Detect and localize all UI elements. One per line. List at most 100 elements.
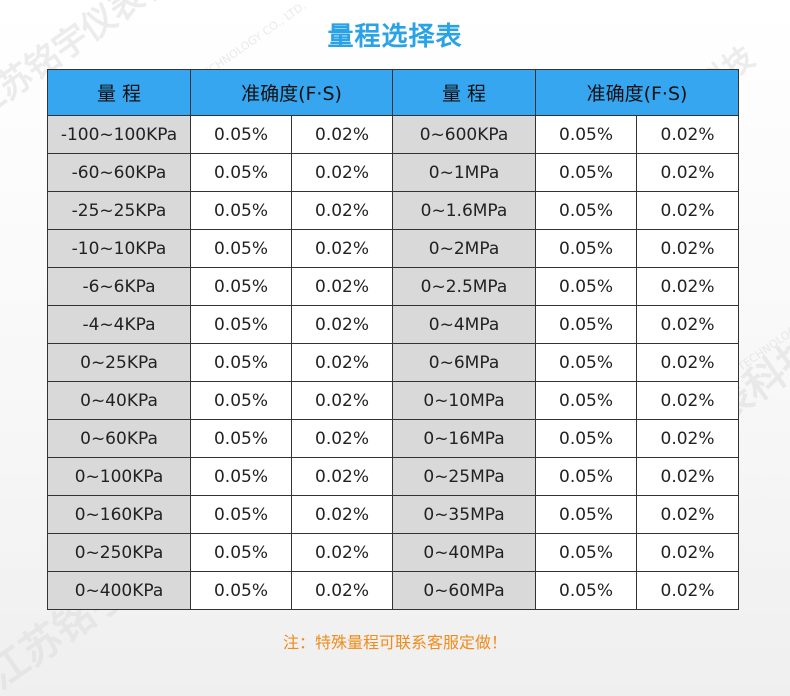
right-accuracy-cell: 0.05%	[535, 571, 638, 610]
left-accuracy-cell: 0.02%	[290, 267, 394, 306]
left-accuracy-cell: 0.05%	[190, 229, 292, 268]
right-range-cell: 0~60MPa	[392, 571, 537, 610]
left-accuracy-cell: 0.02%	[290, 495, 394, 534]
table-row: -10~10KPa 0.05% 0.02% 0~2MPa 0.05% 0.02%	[47, 229, 740, 268]
right-accuracy-cell: 0.02%	[636, 115, 740, 154]
right-accuracy-cell: 0.05%	[535, 343, 638, 382]
header-range-left: 量 程	[47, 69, 191, 116]
left-accuracy-cell: 0.02%	[290, 419, 394, 458]
right-accuracy-cell: 0.02%	[636, 343, 740, 382]
left-range-cell: -25~25KPa	[47, 191, 191, 230]
table-row: 0~250KPa 0.05% 0.02% 0~40MPa 0.05% 0.02%	[47, 533, 740, 572]
page-title: 量程选择表	[327, 22, 463, 52]
table-row: 0~100KPa 0.05% 0.02% 0~25MPa 0.05% 0.02%	[47, 457, 740, 496]
right-accuracy-cell: 0.02%	[636, 571, 740, 610]
table-row: 0~60KPa 0.05% 0.02% 0~16MPa 0.05% 0.02%	[47, 419, 740, 458]
header-accuracy-right: 准确度(F·S)	[535, 69, 740, 116]
right-range-cell: 0~16MPa	[392, 419, 537, 458]
left-range-cell: -60~60KPa	[47, 153, 191, 192]
left-accuracy-cell: 0.05%	[190, 115, 292, 154]
left-accuracy-cell: 0.05%	[190, 305, 292, 344]
right-accuracy-cell: 0.05%	[535, 419, 638, 458]
right-accuracy-cell: 0.02%	[636, 267, 740, 306]
right-accuracy-cell: 0.05%	[535, 305, 638, 344]
table-row: -4~4KPa 0.05% 0.02% 0~4MPa 0.05% 0.02%	[47, 305, 740, 344]
left-accuracy-cell: 0.02%	[290, 229, 394, 268]
right-accuracy-cell: 0.02%	[636, 457, 740, 496]
left-range-cell: -4~4KPa	[47, 305, 191, 344]
left-range-cell: 0~100KPa	[47, 457, 191, 496]
left-accuracy-cell: 0.02%	[290, 343, 394, 382]
table-row: -25~25KPa 0.05% 0.02% 0~1.6MPa 0.05% 0.0…	[47, 191, 740, 230]
left-accuracy-cell: 0.05%	[190, 457, 292, 496]
left-accuracy-cell: 0.02%	[290, 305, 394, 344]
right-accuracy-cell: 0.05%	[535, 267, 638, 306]
table-row: 0~400KPa 0.05% 0.02% 0~60MPa 0.05% 0.02%	[47, 571, 740, 610]
right-accuracy-cell: 0.05%	[535, 381, 638, 420]
left-accuracy-cell: 0.05%	[190, 381, 292, 420]
table-header-row: 量 程 准确度(F·S) 量 程 准确度(F·S)	[47, 69, 740, 116]
left-accuracy-cell: 0.05%	[190, 533, 292, 572]
right-range-cell: 0~4MPa	[392, 305, 537, 344]
right-range-cell: 0~1.6MPa	[392, 191, 537, 230]
right-accuracy-cell: 0.02%	[636, 381, 740, 420]
right-range-cell: 0~10MPa	[392, 381, 537, 420]
table-row: 0~40KPa 0.05% 0.02% 0~10MPa 0.05% 0.02%	[47, 381, 740, 420]
right-accuracy-cell: 0.05%	[535, 457, 638, 496]
right-range-cell: 0~2MPa	[392, 229, 537, 268]
right-range-cell: 0~6MPa	[392, 343, 537, 382]
table-row: -100~100KPa 0.05% 0.02% 0~600KPa 0.05% 0…	[47, 115, 740, 154]
left-accuracy-cell: 0.02%	[290, 115, 394, 154]
right-accuracy-cell: 0.02%	[636, 153, 740, 192]
right-accuracy-cell: 0.02%	[636, 229, 740, 268]
left-range-cell: 0~160KPa	[47, 495, 191, 534]
left-accuracy-cell: 0.05%	[190, 153, 292, 192]
left-range-cell: -100~100KPa	[47, 115, 191, 154]
left-range-cell: 0~250KPa	[47, 533, 191, 572]
table-row: -60~60KPa 0.05% 0.02% 0~1MPa 0.05% 0.02%	[47, 153, 740, 192]
left-range-cell: 0~400KPa	[47, 571, 191, 610]
right-range-cell: 0~35MPa	[392, 495, 537, 534]
right-range-cell: 0~600KPa	[392, 115, 537, 154]
header-range-right: 量 程	[392, 69, 537, 116]
right-range-cell: 0~1MPa	[392, 153, 537, 192]
right-accuracy-cell: 0.05%	[535, 533, 638, 572]
right-accuracy-cell: 0.02%	[636, 495, 740, 534]
left-accuracy-cell: 0.02%	[290, 153, 394, 192]
left-range-cell: 0~60KPa	[47, 419, 191, 458]
right-accuracy-cell: 0.05%	[535, 229, 638, 268]
left-accuracy-cell: 0.02%	[290, 191, 394, 230]
left-range-cell: -10~10KPa	[47, 229, 191, 268]
right-accuracy-cell: 0.05%	[535, 495, 638, 534]
range-selection-table: 量 程 准确度(F·S) 量 程 准确度(F·S) -100~100KPa 0.…	[47, 69, 740, 610]
left-accuracy-cell: 0.05%	[190, 343, 292, 382]
header-accuracy-left: 准确度(F·S)	[189, 69, 394, 116]
table-row: 0~160KPa 0.05% 0.02% 0~35MPa 0.05% 0.02%	[47, 495, 740, 534]
right-accuracy-cell: 0.02%	[636, 305, 740, 344]
right-range-cell: 0~2.5MPa	[392, 267, 537, 306]
right-range-cell: 0~25MPa	[392, 457, 537, 496]
right-accuracy-cell: 0.05%	[535, 153, 638, 192]
right-accuracy-cell: 0.02%	[636, 419, 740, 458]
left-accuracy-cell: 0.02%	[290, 457, 394, 496]
left-accuracy-cell: 0.05%	[190, 495, 292, 534]
table-row: 0~25KPa 0.05% 0.02% 0~6MPa 0.05% 0.02%	[47, 343, 740, 382]
left-accuracy-cell: 0.02%	[290, 571, 394, 610]
custom-range-note: 注：特殊量程可联系客服定做！	[282, 633, 507, 652]
left-accuracy-cell: 0.05%	[190, 571, 292, 610]
left-accuracy-cell: 0.02%	[290, 381, 394, 420]
left-range-cell: -6~6KPa	[47, 267, 191, 306]
right-accuracy-cell: 0.05%	[535, 115, 638, 154]
left-range-cell: 0~40KPa	[47, 381, 191, 420]
right-range-cell: 0~40MPa	[392, 533, 537, 572]
table-row: -6~6KPa 0.05% 0.02% 0~2.5MPa 0.05% 0.02%	[47, 267, 740, 306]
right-accuracy-cell: 0.02%	[636, 533, 740, 572]
left-accuracy-cell: 0.05%	[190, 267, 292, 306]
left-range-cell: 0~25KPa	[47, 343, 191, 382]
left-accuracy-cell: 0.05%	[190, 191, 292, 230]
right-accuracy-cell: 0.05%	[535, 191, 638, 230]
left-accuracy-cell: 0.02%	[290, 533, 394, 572]
left-accuracy-cell: 0.05%	[190, 419, 292, 458]
right-accuracy-cell: 0.02%	[636, 191, 740, 230]
